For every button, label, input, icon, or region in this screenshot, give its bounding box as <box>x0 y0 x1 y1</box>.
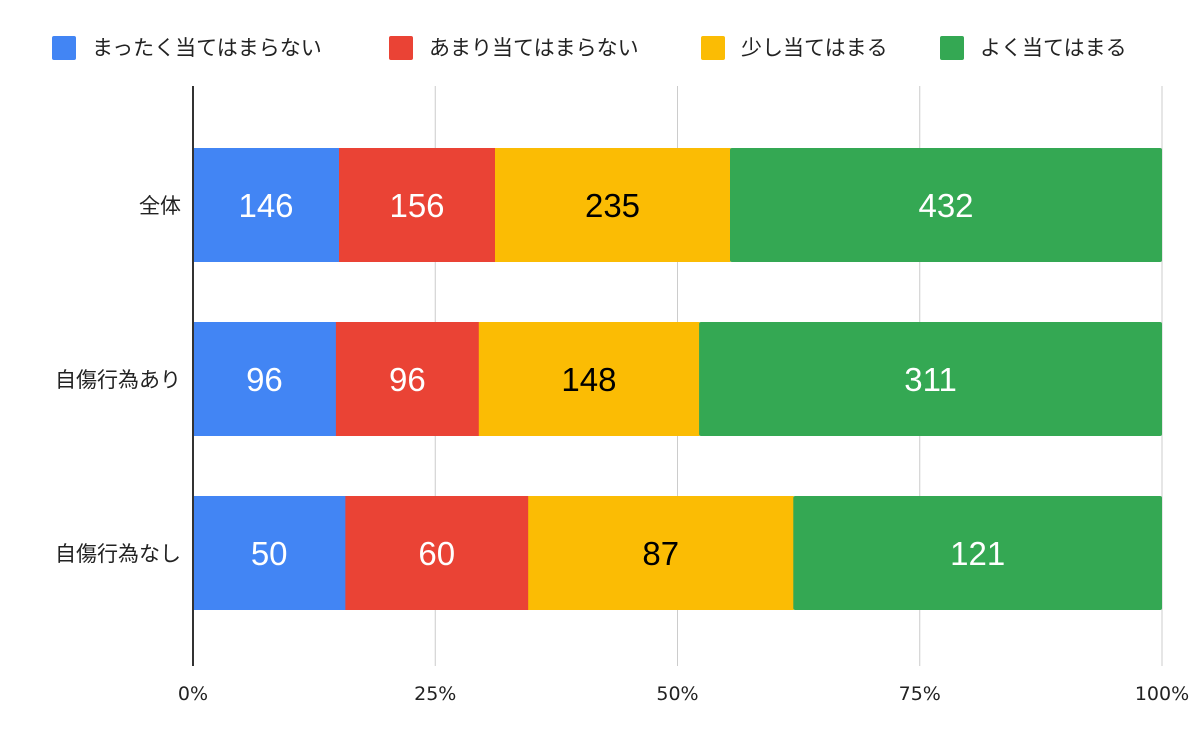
bar-segment <box>193 496 346 610</box>
legend-label: 少し当てはまる <box>741 36 888 60</box>
legend-swatch <box>701 36 725 60</box>
data-label: 96 <box>389 361 426 398</box>
category-label: 全体 <box>139 194 181 218</box>
data-label: 87 <box>642 535 679 572</box>
bar-segment <box>339 148 496 262</box>
bar-segment <box>495 148 731 262</box>
x-tick-label: 0% <box>178 683 208 705</box>
bar-segment <box>345 496 529 610</box>
legend-label: まったく当てはまらない <box>92 36 322 60</box>
bar-segment <box>335 322 480 436</box>
x-tick-label: 100% <box>1135 683 1189 705</box>
data-label: 121 <box>950 535 1005 572</box>
x-tick-label: 25% <box>414 683 456 705</box>
data-label: 148 <box>561 361 616 398</box>
data-label: 60 <box>418 535 455 572</box>
legend: まったく当てはまらない あまり当てはまらない 少し当てはまる よく当てはまる <box>52 36 1127 60</box>
data-label: 146 <box>238 187 293 224</box>
legend-swatch <box>940 36 964 60</box>
data-label: 156 <box>389 187 444 224</box>
category-label: 自傷行為あり <box>55 368 181 392</box>
legend-label: あまり当てはまらない <box>429 36 639 60</box>
bar-segment <box>193 322 337 436</box>
data-label: 50 <box>251 535 288 572</box>
x-tick-label: 50% <box>656 683 698 705</box>
bar-segment <box>699 322 1162 436</box>
bar-segment <box>793 496 1162 610</box>
bars: 146 156 235 432 96 96 148 311 50 60 87 121 <box>193 148 1162 610</box>
bar-segment <box>193 148 340 262</box>
bar-segment <box>478 322 700 436</box>
x-tick-label: 75% <box>899 683 941 705</box>
category-label: 自傷行為なし <box>55 542 181 566</box>
data-label: 432 <box>918 187 973 224</box>
bar-segment <box>730 148 1162 262</box>
legend-swatch <box>389 36 413 60</box>
legend-label: よく当てはまる <box>980 36 1127 60</box>
data-label: 96 <box>246 361 283 398</box>
data-label: 311 <box>904 361 957 398</box>
legend-swatch <box>52 36 76 60</box>
data-label: 235 <box>585 187 640 224</box>
bar-segment <box>528 496 794 610</box>
